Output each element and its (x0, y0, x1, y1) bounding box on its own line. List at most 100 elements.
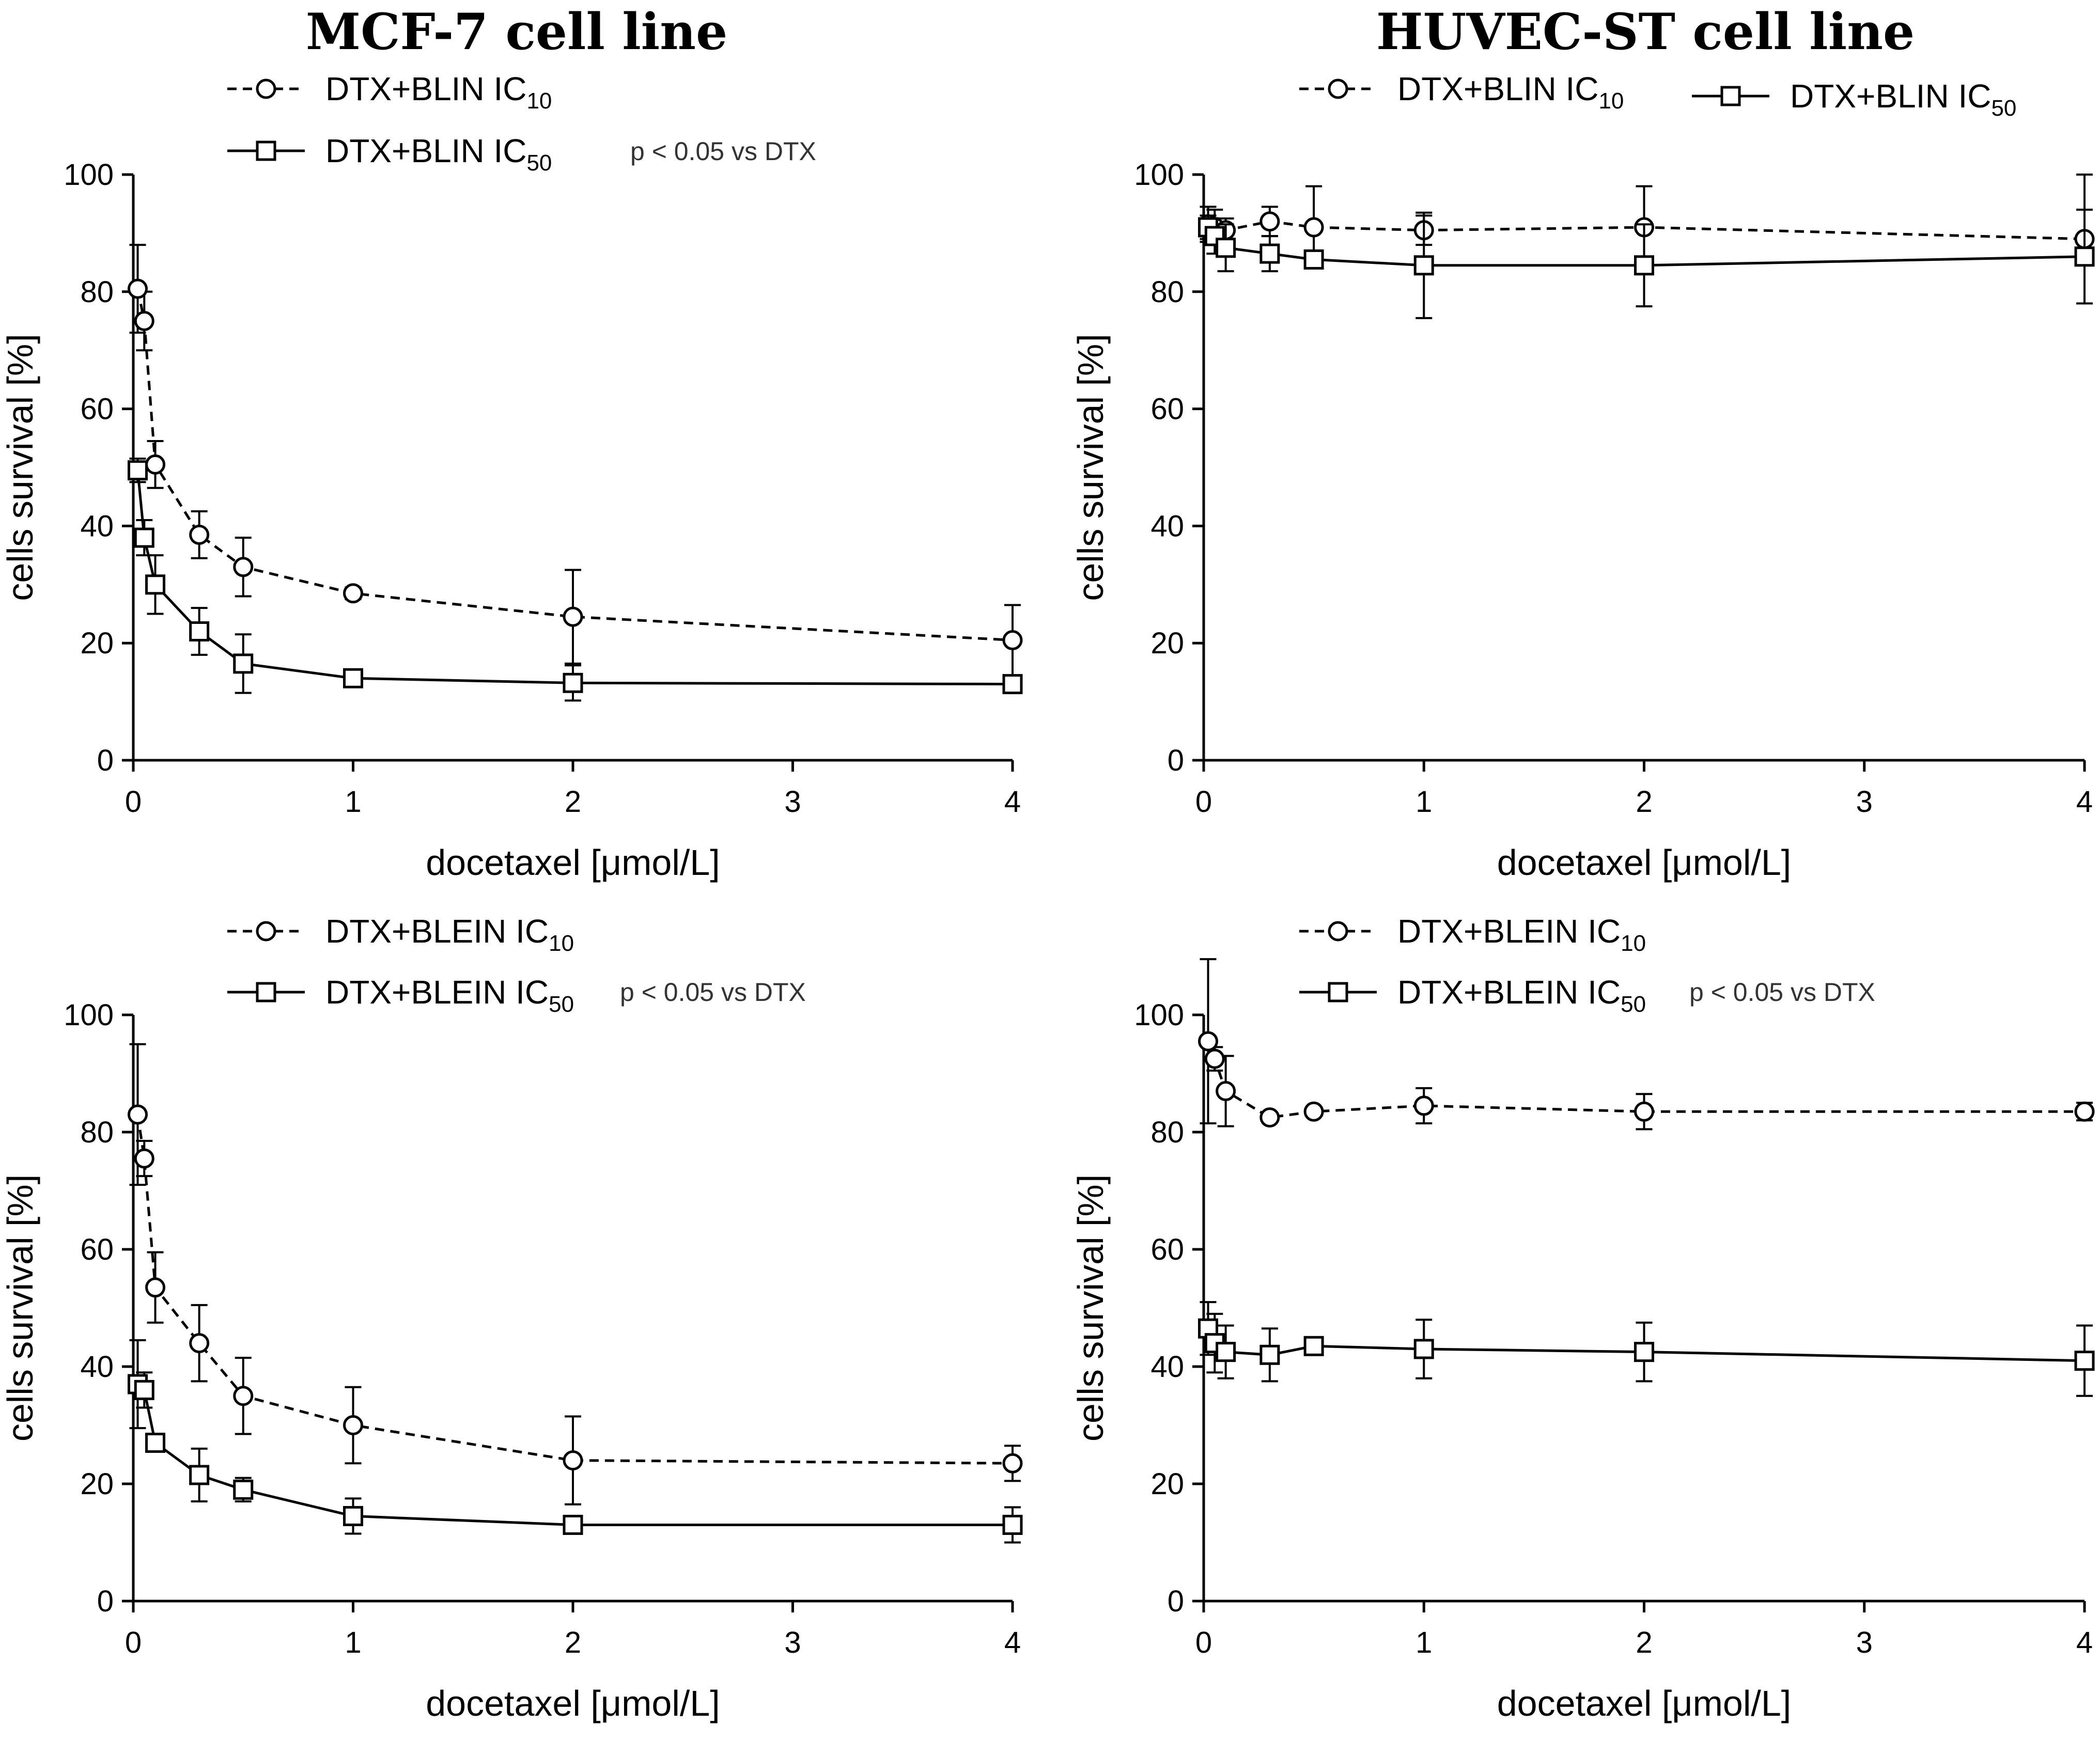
data-point (1634, 255, 1654, 276)
data-point (1216, 238, 1236, 258)
x-axis-label: docetaxel [μmol/L] (426, 1683, 720, 1723)
y-tick-label: 60 (80, 1233, 114, 1266)
x-tick-label: 0 (1195, 1626, 1212, 1659)
data-point (563, 606, 583, 627)
data-point (1303, 1336, 1324, 1356)
y-tick-label: 100 (64, 998, 114, 1032)
y-tick-label: 80 (80, 275, 114, 309)
y-tick-label: 0 (97, 744, 114, 777)
significance-annotation: p < 0.05 vs DTX (620, 978, 806, 1007)
x-tick-label: 2 (1636, 1626, 1652, 1659)
x-tick-label: 3 (1856, 1626, 1873, 1659)
column-title-huvec: HUVEC-ST cell line (1376, 3, 1915, 61)
data-point (1216, 1081, 1236, 1102)
legend-entry-2: DTX+BLIN IC50 (1692, 77, 2016, 121)
x-tick-label: 2 (565, 1626, 581, 1659)
x-tick-label: 4 (1004, 1626, 1021, 1659)
y-axis-label: cells survival [%] (0, 1174, 40, 1441)
data-point (1634, 1101, 1654, 1122)
data-point (1413, 1339, 1434, 1359)
data-point (343, 1506, 363, 1526)
data-point (1303, 217, 1324, 238)
data-point (189, 1333, 210, 1354)
legend-marker-circle (256, 921, 276, 942)
series-1 (128, 244, 1023, 677)
series-1 (1198, 174, 2095, 305)
x-tick-label: 3 (1856, 785, 1873, 819)
legend-label: DTX+BLIN IC10 (1397, 70, 1624, 114)
data-point (233, 1479, 254, 1500)
data-point (128, 278, 148, 299)
chart-panel-4: 0 20 40 60 80 100 0 1 2 3 4 docetaxel [μmol/L] cells… (1070, 913, 2095, 1723)
data-point (563, 672, 583, 693)
data-point (563, 1450, 583, 1471)
data-point (2074, 1101, 2095, 1122)
significance-annotation: p < 0.05 vs DTX (630, 137, 816, 166)
x-tick-label: 0 (125, 1626, 142, 1659)
x-tick-label: 1 (1415, 785, 1432, 819)
data-point (189, 621, 210, 642)
data-point (1634, 1342, 1654, 1362)
data-point (1413, 255, 1434, 276)
series-2 (1198, 209, 2095, 319)
data-point (1303, 249, 1324, 270)
data-point (1198, 1031, 1219, 1052)
legend-entry-1: DTX+BLIN IC10 (1299, 70, 1624, 114)
y-tick-label: 80 (1150, 275, 1184, 309)
data-point (128, 460, 148, 481)
x-tick-label: 2 (565, 785, 581, 819)
x-axis-label: docetaxel [μmol/L] (1497, 842, 1792, 883)
y-tick-label: 60 (1150, 393, 1184, 426)
legend: DTX+BLEIN IC10 DTX+BLEIN IC50 (227, 913, 574, 1017)
y-tick-label: 0 (1168, 1585, 1184, 1618)
data-point (189, 524, 210, 545)
y-tick-label: 40 (1150, 1350, 1184, 1384)
legend-label: DTX+BLEIN IC50 (1397, 974, 1646, 1017)
data-point (1259, 243, 1280, 264)
x-tick-label: 1 (345, 1626, 361, 1659)
y-tick-label: 100 (1134, 158, 1184, 192)
data-point (145, 574, 166, 595)
y-tick-label: 40 (80, 1350, 114, 1384)
series-line (136, 1114, 1013, 1465)
x-axis-label: docetaxel [μmol/L] (426, 842, 720, 883)
data-point (233, 1386, 254, 1406)
data-point (2074, 1351, 2095, 1371)
data-point (563, 1514, 583, 1535)
y-tick-label: 20 (1150, 1467, 1184, 1501)
data-point (343, 1415, 363, 1435)
y-tick-label: 0 (97, 1585, 114, 1618)
data-point (128, 1104, 148, 1125)
legend-marker-square (1720, 86, 1741, 106)
x-tick-label: 4 (1004, 785, 1021, 819)
significance-annotation: p < 0.05 vs DTX (1689, 978, 1875, 1007)
data-point (1002, 674, 1023, 695)
legend-label: DTX+BLEIN IC50 (325, 974, 574, 1017)
series-1 (1198, 958, 2095, 1131)
y-tick-label: 80 (1150, 1116, 1184, 1149)
chart-panel-2: 0 20 40 60 80 100 0 1 2 3 4 docetaxel [μmol/L] cells… (1070, 70, 2095, 883)
y-axis-label: cells survival [%] (0, 334, 40, 601)
y-tick-label: 40 (1150, 509, 1184, 543)
data-point (1259, 211, 1280, 232)
x-tick-label: 4 (2076, 785, 2093, 819)
legend: DTX+BLEIN IC10 DTX+BLEIN IC50 (1299, 913, 1646, 1017)
x-tick-label: 1 (1415, 1626, 1432, 1659)
series-line (136, 288, 1013, 642)
data-point (343, 668, 363, 688)
y-axis-label: cells survival [%] (1070, 1174, 1111, 1441)
y-tick-label: 20 (80, 626, 114, 660)
y-axis-label: cells survival [%] (1070, 334, 1111, 601)
data-point (1002, 1514, 1023, 1535)
legend-marker-circle (1328, 79, 1348, 99)
y-tick-label: 100 (1134, 998, 1184, 1032)
data-point (134, 1380, 154, 1400)
x-tick-label: 0 (1195, 785, 1212, 819)
legend-entry-2: DTX+BLEIN IC50 (1299, 974, 1646, 1017)
legend-entry-1: DTX+BLEIN IC10 (1299, 913, 1646, 956)
y-tick-label: 40 (80, 509, 114, 543)
data-point (1002, 630, 1023, 651)
data-point (343, 583, 363, 604)
x-axis-label: docetaxel [μmol/L] (1497, 1683, 1792, 1723)
